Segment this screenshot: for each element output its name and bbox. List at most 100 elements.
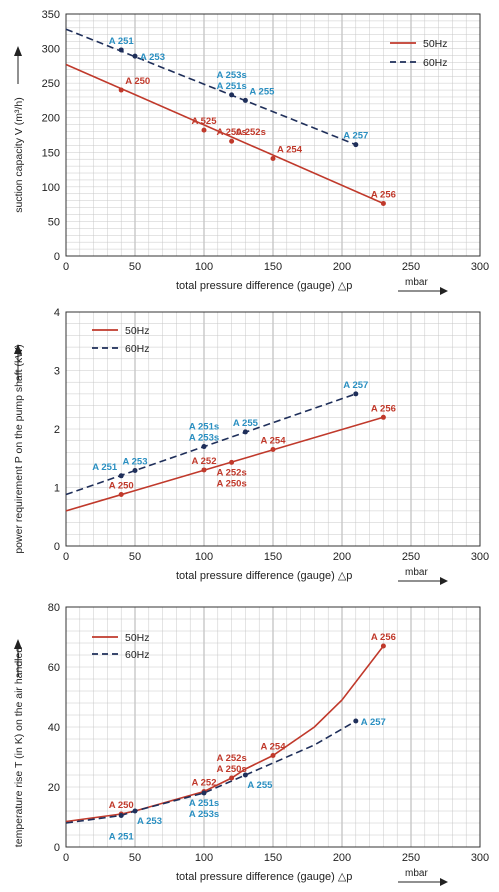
point-label: A 250: [125, 76, 150, 87]
point-label: A 250s: [216, 478, 246, 489]
data-point: [242, 772, 248, 778]
x-axis-label: total pressure difference (gauge) △p: [176, 871, 352, 883]
legend-label-60hz: 60Hz: [423, 57, 448, 69]
data-point: [353, 142, 359, 148]
point-label: A 253: [123, 457, 148, 468]
plot-frame: [65, 606, 481, 848]
series-line-60hz: [65, 393, 357, 496]
y-tick-label: 3: [54, 366, 60, 378]
data-point: [229, 138, 235, 144]
point-label: A 250: [109, 800, 134, 811]
series-line-60hz: [65, 28, 357, 146]
data-point: [201, 790, 207, 796]
y-tick-label: 2: [54, 424, 60, 436]
point-label: A 256: [371, 189, 396, 200]
point-label: A 251: [109, 36, 135, 47]
point-label: A 252s: [216, 753, 246, 764]
x-tick-label: 100: [195, 261, 213, 273]
point-label: A 251: [109, 832, 135, 843]
data-point: [118, 87, 124, 93]
point-label: A 253s: [216, 70, 246, 81]
point-label: A 257: [361, 717, 386, 728]
x-tick-label: 50: [129, 852, 141, 864]
y-tick-label: 200: [42, 113, 60, 125]
point-label: A 257: [343, 380, 368, 391]
legend-label-50hz: 50Hz: [423, 38, 448, 50]
point-label: A 252: [192, 456, 217, 467]
legend-label-50hz: 50Hz: [125, 632, 150, 644]
data-point: [118, 47, 124, 53]
y-tick-label: 0: [54, 842, 60, 854]
x-axis-arrow-head: [440, 287, 448, 295]
data-point: [118, 813, 124, 818]
point-label: A 250s: [216, 764, 246, 775]
chart-1: 0 50 100 150 200 250 300 0 50 100 150 200 250 300 350 t…: [13, 9, 489, 295]
x-tick-label: 150: [264, 852, 282, 864]
plot-frame: [65, 13, 481, 257]
x-tick-label: 100: [195, 852, 213, 864]
data-point: [270, 753, 276, 758]
x-tick-label: 0: [63, 551, 69, 563]
x-tick-label: 150: [264, 551, 282, 563]
x-tick-label: 50: [129, 261, 141, 273]
point-label: A 257: [343, 131, 368, 142]
y-tick-label: 1: [54, 483, 60, 495]
x-tick-label: 300: [471, 551, 489, 563]
y-tick-label: 20: [48, 782, 60, 794]
y-tick-label: 80: [48, 602, 60, 614]
point-label: A 253: [140, 52, 165, 63]
y-axis-arrow-head: [14, 639, 22, 649]
data-point: [229, 775, 235, 781]
y-tick-label: 4: [54, 307, 60, 319]
data-point: [201, 467, 207, 473]
x-tick-label: 50: [129, 551, 141, 563]
y-tick-label: 250: [42, 78, 60, 90]
point-label: A 254: [277, 145, 303, 156]
y-tick-label: 100: [42, 182, 60, 194]
x-tick-label: 150: [264, 261, 282, 273]
legend-label-60hz: 60Hz: [125, 343, 150, 355]
data-point: [132, 808, 138, 814]
y-axis-arrow-head: [14, 344, 22, 354]
x-tick-label: 0: [63, 261, 69, 273]
point-label: A 254: [261, 435, 287, 446]
data-point: [380, 643, 386, 649]
x-axis-arrow-head: [440, 577, 448, 585]
x-axis-unit: mbar: [405, 567, 428, 578]
data-point: [353, 391, 359, 397]
data-point: [132, 468, 138, 474]
data-point: [132, 53, 138, 59]
y-axis-arrow-head: [14, 46, 22, 56]
legend-label-60hz: 60Hz: [125, 649, 150, 661]
y-tick-label: 150: [42, 147, 60, 159]
point-label: A 250s: [216, 127, 246, 138]
point-label: A 256: [371, 632, 396, 643]
y-axis-label: suction capacity V (m³/h): [13, 97, 25, 213]
point-label: A 255: [249, 86, 275, 97]
x-tick-label: 300: [471, 261, 489, 273]
x-tick-label: 200: [333, 852, 351, 864]
x-axis-unit: mbar: [405, 277, 428, 288]
x-tick-label: 200: [333, 551, 351, 563]
data-point: [270, 446, 276, 452]
x-tick-label: 250: [402, 261, 420, 273]
point-label: A 252: [192, 778, 217, 789]
series-line-50hz: [65, 645, 385, 823]
x-tick-label: 100: [195, 551, 213, 563]
x-tick-label: 250: [402, 551, 420, 563]
data-point: [380, 414, 386, 420]
x-tick-label: 0: [63, 852, 69, 864]
point-label: A 525: [192, 116, 218, 127]
x-axis-unit: mbar: [405, 868, 428, 879]
y-tick-label: 60: [48, 662, 60, 674]
point-label: A 254: [261, 742, 287, 753]
point-label: A 255: [247, 780, 273, 791]
data-point: [118, 492, 124, 498]
data-point: [229, 459, 235, 465]
data-point: [118, 473, 124, 479]
data-point: [229, 92, 235, 98]
point-label: A 252s: [236, 127, 266, 138]
point-label: A 251s: [189, 422, 219, 433]
y-axis-label: temperature rise T (in K) on the air han…: [13, 647, 25, 848]
